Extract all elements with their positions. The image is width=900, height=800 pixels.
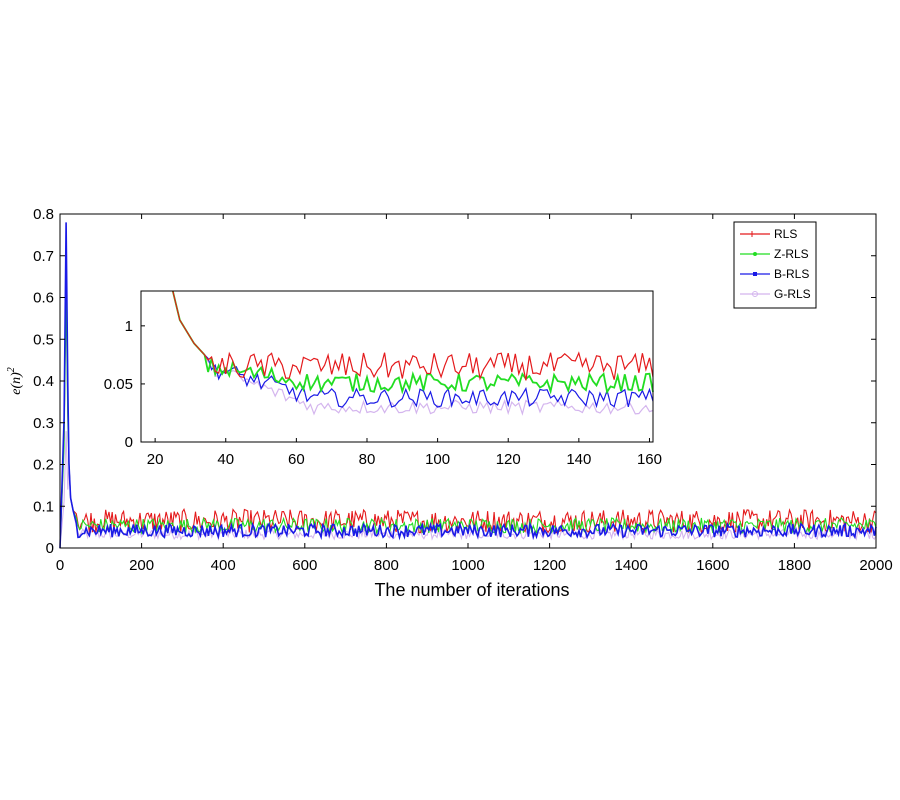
y-axis-label-group: e(n)2 — [6, 367, 24, 395]
inset-x-tick-label: 60 — [288, 451, 305, 468]
main-x-tick-label: 1600 — [696, 557, 729, 574]
y-axis-label: e(n) — [9, 372, 24, 395]
main-x-tick-label: 600 — [292, 557, 317, 574]
legend-marker-plus — [749, 231, 755, 237]
x-axis-label: The number of iterations — [374, 580, 569, 600]
main-x-axis: 0 200 400 600 800 1000 1200 1400 1600 1800 2000 — [56, 214, 893, 574]
inset-series-line-g-rls — [172, 290, 654, 416]
main-x-tick-label: 200 — [129, 557, 154, 574]
legend-marker-dot — [753, 252, 757, 256]
main-x-tick-label: 0 — [56, 557, 64, 574]
main-x-tick-label: 400 — [211, 557, 236, 574]
main-y-tick-label: 0.4 — [33, 373, 54, 390]
inset-y-tick-label: 0 — [125, 434, 133, 451]
legend-label-b-rls: B-RLS — [774, 267, 809, 281]
main-series-line-b-rls — [59, 222, 877, 549]
main-y-axis: 0 0.1 0.2 0.3 0.4 0.5 0.6 0.7 0.8 — [33, 206, 876, 557]
main-x-tick-label: 1000 — [451, 557, 484, 574]
inset-x-tick-label: 140 — [566, 451, 591, 468]
main-x-tick-label: 800 — [374, 557, 399, 574]
main-x-tick-label: 1200 — [533, 557, 566, 574]
main-y-tick-label: 0 — [46, 540, 54, 557]
inset-y-tick-label: 0.05 — [104, 376, 133, 393]
main-series-line-z-rls — [59, 293, 877, 549]
main-y-tick-label: 0.8 — [33, 206, 54, 223]
inset-x-tick-label: 100 — [425, 451, 450, 468]
inset-x-tick-label: 160 — [637, 451, 662, 468]
main-y-tick-label: 0.1 — [33, 498, 54, 515]
main-y-tick-label: 0.6 — [33, 290, 54, 307]
inset-plot-frame — [140, 290, 654, 443]
inset-y-axis: 0 0.05 1 — [104, 318, 145, 451]
main-y-tick-label: 0.5 — [33, 331, 54, 348]
main-y-tick-label: 0.7 — [33, 248, 54, 265]
inset-series-line-rls — [172, 290, 654, 381]
inset-series-group — [171, 290, 654, 416]
inset-x-axis: 20 40 60 80 100 120 140 160 — [147, 438, 662, 468]
main-y-tick-label: 0.3 — [33, 415, 54, 432]
main-x-tick-label: 1400 — [615, 557, 648, 574]
legend-label-g-rls: G-RLS — [774, 287, 811, 301]
inset-x-tick-label: 80 — [359, 451, 376, 468]
inset-series-line-z-rls — [171, 290, 654, 395]
main-series-group — [59, 222, 877, 549]
inset-x-tick-label: 120 — [496, 451, 521, 468]
main-x-tick-label: 2000 — [859, 557, 892, 574]
inset-series-line-b-rls — [172, 290, 654, 409]
legend-marker-circle — [752, 291, 758, 297]
main-x-tick-label: 1800 — [778, 557, 811, 574]
svg-text:e(n)2: e(n)2 — [6, 367, 24, 395]
legend-marker-square — [753, 272, 757, 276]
inset-x-tick-label: 40 — [217, 451, 234, 468]
legend: RLS Z-RLS B-RLS G-RLS — [733, 221, 817, 309]
legend-label-rls: RLS — [774, 227, 797, 241]
inset-plot-background — [141, 291, 653, 442]
inset-y-tick-label: 1 — [125, 318, 133, 335]
y-axis-label-superscript: 2 — [6, 367, 17, 372]
legend-label-z-rls: Z-RLS — [774, 247, 809, 261]
inset-x-tick-label: 20 — [147, 451, 164, 468]
main-y-tick-label: 0.2 — [33, 457, 54, 474]
